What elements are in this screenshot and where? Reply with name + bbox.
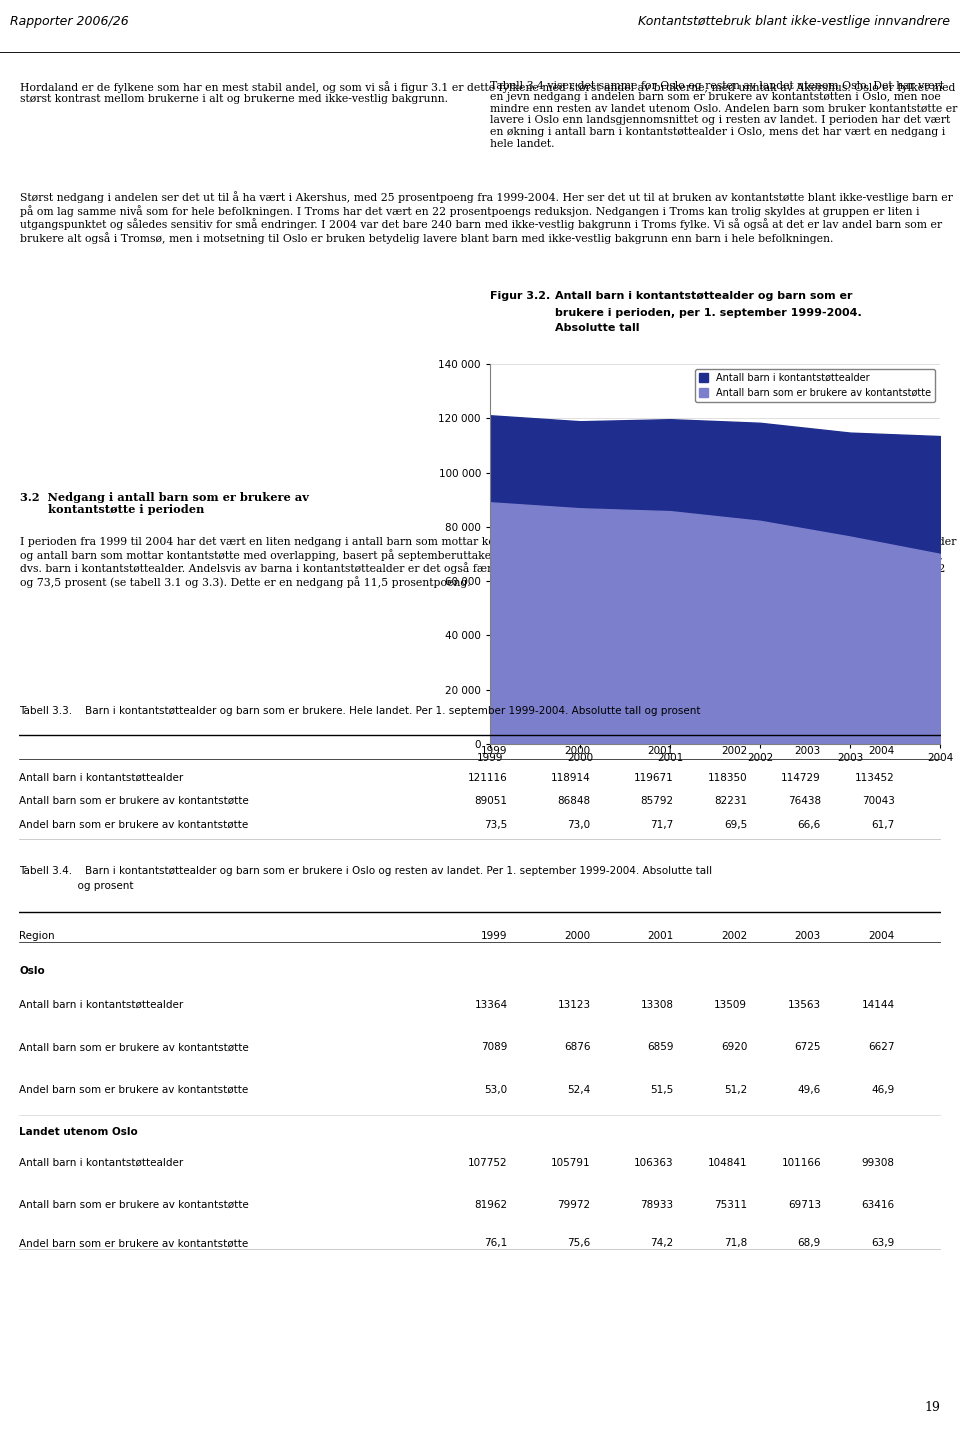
Text: 76438: 76438 [788, 796, 821, 806]
Legend: Antall barn i kontantstøttealder, Antall barn som er brukere av kontantstøtte: Antall barn i kontantstøttealder, Antall… [695, 368, 935, 401]
Text: 79972: 79972 [558, 1200, 590, 1210]
Text: 118350: 118350 [708, 773, 747, 783]
Text: 73,0: 73,0 [567, 820, 590, 830]
Text: 105791: 105791 [551, 1158, 590, 1168]
Text: 13563: 13563 [788, 1001, 821, 1011]
Text: 52,4: 52,4 [567, 1084, 590, 1095]
Text: Tabell 3.4 viser det samme for Oslo og resten av landet utenom Oslo. Det har vær: Tabell 3.4 viser det samme for Oslo og r… [490, 81, 957, 149]
Text: Andel barn som er brukere av kontantstøtte: Andel barn som er brukere av kontantstøt… [19, 820, 249, 830]
Text: og prosent: og prosent [19, 881, 133, 891]
Text: 107752: 107752 [468, 1158, 508, 1168]
Text: 1999: 1999 [481, 931, 508, 941]
Text: Størst nedgang i andelen ser det ut til å ha vært i Akershus, med 25 prosentpoen: Størst nedgang i andelen ser det ut til … [20, 191, 953, 244]
Text: 66,6: 66,6 [798, 820, 821, 830]
Text: 2003: 2003 [795, 747, 821, 755]
Text: 86848: 86848 [558, 796, 590, 806]
Text: 13308: 13308 [640, 1001, 674, 1011]
Text: 2000: 2000 [564, 931, 590, 941]
Text: 68,9: 68,9 [798, 1239, 821, 1249]
Text: 71,8: 71,8 [724, 1239, 747, 1249]
Text: 2000: 2000 [564, 747, 590, 755]
Text: Hordaland er de fylkene som har en mest stabil andel, og som vi så i figur 3.1 e: Hordaland er de fylkene som har en mest … [20, 81, 955, 104]
Text: 7089: 7089 [481, 1043, 508, 1053]
Text: 89051: 89051 [474, 796, 508, 806]
Text: 1999: 1999 [481, 747, 508, 755]
Text: 61,7: 61,7 [872, 820, 895, 830]
Text: 13364: 13364 [474, 1001, 508, 1011]
Text: 53,0: 53,0 [485, 1084, 508, 1095]
Text: 69713: 69713 [788, 1200, 821, 1210]
Text: 63416: 63416 [861, 1200, 895, 1210]
Text: 82231: 82231 [714, 796, 747, 806]
Text: Antall barn som er brukere av kontantstøtte: Antall barn som er brukere av kontantstø… [19, 1043, 249, 1053]
Text: Antall barn som er brukere av kontantstøtte: Antall barn som er brukere av kontantstø… [19, 796, 249, 806]
Text: 2001: 2001 [647, 747, 674, 755]
Text: 71,7: 71,7 [650, 820, 674, 830]
Text: 85792: 85792 [640, 796, 674, 806]
Text: Kontantstøttebruk blant ikke-vestlige innvandrere: Kontantstøttebruk blant ikke-vestlige in… [638, 14, 950, 27]
Text: Antall barn i kontantstøttealder: Antall barn i kontantstøttealder [19, 773, 183, 783]
Text: 75,6: 75,6 [567, 1239, 590, 1249]
Text: Antall barn i kontantstøttealder og barn som er: Antall barn i kontantstøttealder og barn… [555, 292, 852, 302]
Text: 101166: 101166 [781, 1158, 821, 1168]
Text: brukere i perioden, per 1. september 1999-2004.: brukere i perioden, per 1. september 199… [555, 308, 862, 318]
Text: Andel barn som er brukere av kontantstøtte: Andel barn som er brukere av kontantstøt… [19, 1239, 249, 1249]
Text: Region: Region [19, 931, 55, 941]
Text: Antall barn som er brukere av kontantstøtte: Antall barn som er brukere av kontantstø… [19, 1200, 249, 1210]
Text: 6627: 6627 [868, 1043, 895, 1053]
Text: 114729: 114729 [781, 773, 821, 783]
Text: 46,9: 46,9 [872, 1084, 895, 1095]
Text: Antall barn i kontantstøttealder: Antall barn i kontantstøttealder [19, 1158, 183, 1168]
Text: 69,5: 69,5 [724, 820, 747, 830]
Text: 6859: 6859 [647, 1043, 674, 1053]
Text: 49,6: 49,6 [798, 1084, 821, 1095]
Text: 2001: 2001 [647, 931, 674, 941]
Text: 2004: 2004 [869, 747, 895, 755]
Text: 104841: 104841 [708, 1158, 747, 1168]
Text: 6876: 6876 [564, 1043, 590, 1053]
Text: 3.2  Nedgang i antall barn som er brukere av
       kontantstøtte i perioden: 3.2 Nedgang i antall barn som er brukere… [20, 492, 309, 516]
Text: 74,2: 74,2 [650, 1239, 674, 1249]
Text: 6725: 6725 [795, 1043, 821, 1053]
Text: 76,1: 76,1 [485, 1239, 508, 1249]
Text: 78933: 78933 [640, 1200, 674, 1210]
Text: 81962: 81962 [474, 1200, 508, 1210]
Text: I perioden fra 1999 til 2004 har det vært en liten nedgang i antall barn som mot: I perioden fra 1999 til 2004 har det vær… [20, 537, 956, 588]
Text: 13509: 13509 [714, 1001, 747, 1011]
Text: Tabell 3.3.    Barn i kontantstøttealder og barn som er brukere. Hele landet. Pe: Tabell 3.3. Barn i kontantstøttealder og… [19, 706, 701, 716]
Text: 2002: 2002 [721, 931, 747, 941]
Text: 73,5: 73,5 [485, 820, 508, 830]
Text: 63,9: 63,9 [872, 1239, 895, 1249]
Text: Tabell 3.4.    Barn i kontantstøttealder og barn som er brukere i Oslo og resten: Tabell 3.4. Barn i kontantstøttealder og… [19, 865, 712, 875]
Text: Absolutte tall: Absolutte tall [555, 323, 639, 334]
Text: 119671: 119671 [634, 773, 674, 783]
Text: Rapporter 2006/26: Rapporter 2006/26 [10, 14, 129, 27]
Text: 121116: 121116 [468, 773, 508, 783]
Text: 19: 19 [924, 1401, 940, 1414]
Text: 2004: 2004 [869, 931, 895, 941]
Text: 2002: 2002 [721, 747, 747, 755]
Text: 14144: 14144 [861, 1001, 895, 1011]
Text: 118914: 118914 [551, 773, 590, 783]
Text: 75311: 75311 [714, 1200, 747, 1210]
Text: 113452: 113452 [855, 773, 895, 783]
Text: Oslo: Oslo [19, 966, 45, 976]
Text: Figur 3.2.: Figur 3.2. [490, 292, 550, 302]
Text: 99308: 99308 [862, 1158, 895, 1168]
Text: Landet utenom Oslo: Landet utenom Oslo [19, 1126, 138, 1136]
Text: Antall barn i kontantstøttealder: Antall barn i kontantstøttealder [19, 1001, 183, 1011]
Text: 13123: 13123 [558, 1001, 590, 1011]
Text: 51,2: 51,2 [724, 1084, 747, 1095]
Text: Andel barn som er brukere av kontantstøtte: Andel barn som er brukere av kontantstøt… [19, 1084, 249, 1095]
Text: 51,5: 51,5 [650, 1084, 674, 1095]
Text: 70043: 70043 [862, 796, 895, 806]
Text: 6920: 6920 [721, 1043, 747, 1053]
Text: 106363: 106363 [634, 1158, 674, 1168]
Text: 2003: 2003 [795, 931, 821, 941]
